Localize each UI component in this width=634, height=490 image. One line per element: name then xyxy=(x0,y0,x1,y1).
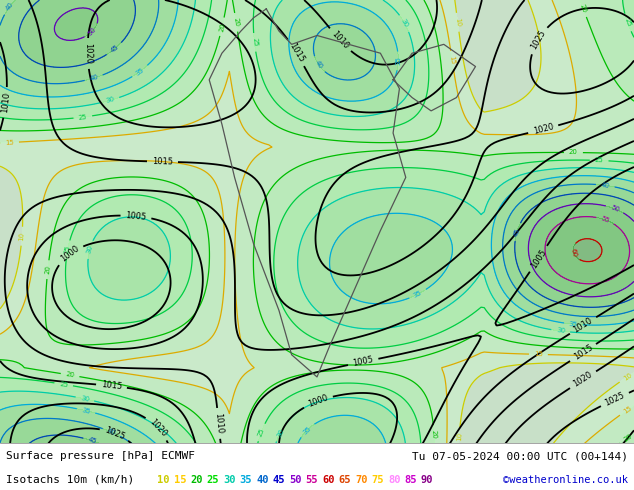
Text: 60: 60 xyxy=(569,247,578,258)
Text: 45: 45 xyxy=(87,437,98,445)
Text: 1015: 1015 xyxy=(572,343,594,362)
Text: 90: 90 xyxy=(421,475,434,485)
Text: 40: 40 xyxy=(89,74,99,82)
Text: 15: 15 xyxy=(5,139,14,146)
Text: 30: 30 xyxy=(105,96,115,104)
Text: 40: 40 xyxy=(600,182,610,189)
Text: 15: 15 xyxy=(534,351,543,358)
Text: 10: 10 xyxy=(622,371,633,382)
Text: 1015: 1015 xyxy=(101,380,122,392)
Text: 45: 45 xyxy=(513,227,521,237)
Text: 20: 20 xyxy=(569,149,578,155)
Text: 20: 20 xyxy=(579,3,587,13)
Text: 60: 60 xyxy=(322,475,335,485)
Text: ©weatheronline.co.uk: ©weatheronline.co.uk xyxy=(503,475,628,485)
Text: 15: 15 xyxy=(174,475,186,485)
Text: 65: 65 xyxy=(339,475,351,485)
Text: 15: 15 xyxy=(448,55,456,65)
Text: 1005: 1005 xyxy=(529,247,548,270)
Text: 1010: 1010 xyxy=(330,29,351,51)
Text: 80: 80 xyxy=(388,475,401,485)
Text: 1025: 1025 xyxy=(529,29,547,51)
Text: 1025: 1025 xyxy=(604,391,626,408)
Text: 20: 20 xyxy=(44,265,51,274)
Text: 85: 85 xyxy=(404,475,417,485)
Text: 10: 10 xyxy=(456,432,462,441)
Text: 1000: 1000 xyxy=(59,244,81,264)
Text: 25: 25 xyxy=(78,114,87,121)
Text: 10: 10 xyxy=(18,231,25,241)
Text: 40: 40 xyxy=(314,59,323,70)
Text: 45: 45 xyxy=(273,475,285,485)
Text: 20: 20 xyxy=(218,22,226,32)
Text: 1010: 1010 xyxy=(0,92,11,114)
Text: 30: 30 xyxy=(223,475,236,485)
Text: 1020: 1020 xyxy=(532,122,555,136)
Text: 1010: 1010 xyxy=(572,316,594,335)
Text: 1015: 1015 xyxy=(287,41,306,64)
Text: Surface pressure [hPa] ECMWF: Surface pressure [hPa] ECMWF xyxy=(6,451,195,462)
Text: 1015: 1015 xyxy=(152,157,173,167)
Text: 1000: 1000 xyxy=(307,393,330,409)
Text: 20: 20 xyxy=(65,371,75,379)
Text: 20: 20 xyxy=(190,475,203,485)
Text: 1025: 1025 xyxy=(103,425,126,441)
Text: 50: 50 xyxy=(610,204,620,213)
Text: 25: 25 xyxy=(207,475,219,485)
Text: 1005: 1005 xyxy=(125,211,147,221)
Text: 55: 55 xyxy=(600,216,611,224)
Text: 40: 40 xyxy=(4,1,15,12)
Text: Tu 07-05-2024 00:00 UTC (00+144): Tu 07-05-2024 00:00 UTC (00+144) xyxy=(411,451,628,462)
Text: 35: 35 xyxy=(240,475,252,485)
Text: 1005: 1005 xyxy=(352,355,375,368)
Text: 30: 30 xyxy=(276,427,285,438)
Text: Isotachs 10m (km/h): Isotachs 10m (km/h) xyxy=(6,475,134,485)
Text: 10: 10 xyxy=(454,18,462,27)
Text: 25: 25 xyxy=(59,381,68,388)
Text: 50: 50 xyxy=(87,26,98,36)
Text: 40: 40 xyxy=(256,475,269,485)
Text: 35: 35 xyxy=(134,66,145,76)
Text: 55: 55 xyxy=(306,475,318,485)
Text: 1020: 1020 xyxy=(83,43,93,64)
Text: 25: 25 xyxy=(595,157,604,164)
Text: 30: 30 xyxy=(86,245,94,255)
Text: 1020: 1020 xyxy=(147,417,168,439)
Text: 75: 75 xyxy=(372,475,384,485)
Text: 25: 25 xyxy=(623,18,632,28)
Text: 20: 20 xyxy=(233,18,240,27)
Text: 35: 35 xyxy=(302,425,313,435)
Text: 20: 20 xyxy=(431,430,437,439)
Text: 10: 10 xyxy=(157,475,170,485)
Text: 35: 35 xyxy=(569,320,578,327)
Text: 25: 25 xyxy=(251,38,258,47)
Text: 45: 45 xyxy=(109,44,120,54)
Text: 30: 30 xyxy=(556,327,566,335)
Text: 70: 70 xyxy=(355,475,368,485)
Text: 20: 20 xyxy=(623,433,633,443)
Text: 1010: 1010 xyxy=(213,413,224,434)
Text: 40: 40 xyxy=(107,428,117,437)
Text: 30: 30 xyxy=(400,18,410,29)
Text: 1020: 1020 xyxy=(572,370,594,389)
Text: 35: 35 xyxy=(81,407,91,415)
Text: 15: 15 xyxy=(623,405,633,415)
Text: 25: 25 xyxy=(257,427,266,438)
Text: 30: 30 xyxy=(80,395,90,403)
Text: 35: 35 xyxy=(413,290,424,299)
Text: 25: 25 xyxy=(64,245,72,254)
Text: 50: 50 xyxy=(289,475,302,485)
Text: 35: 35 xyxy=(395,56,401,66)
